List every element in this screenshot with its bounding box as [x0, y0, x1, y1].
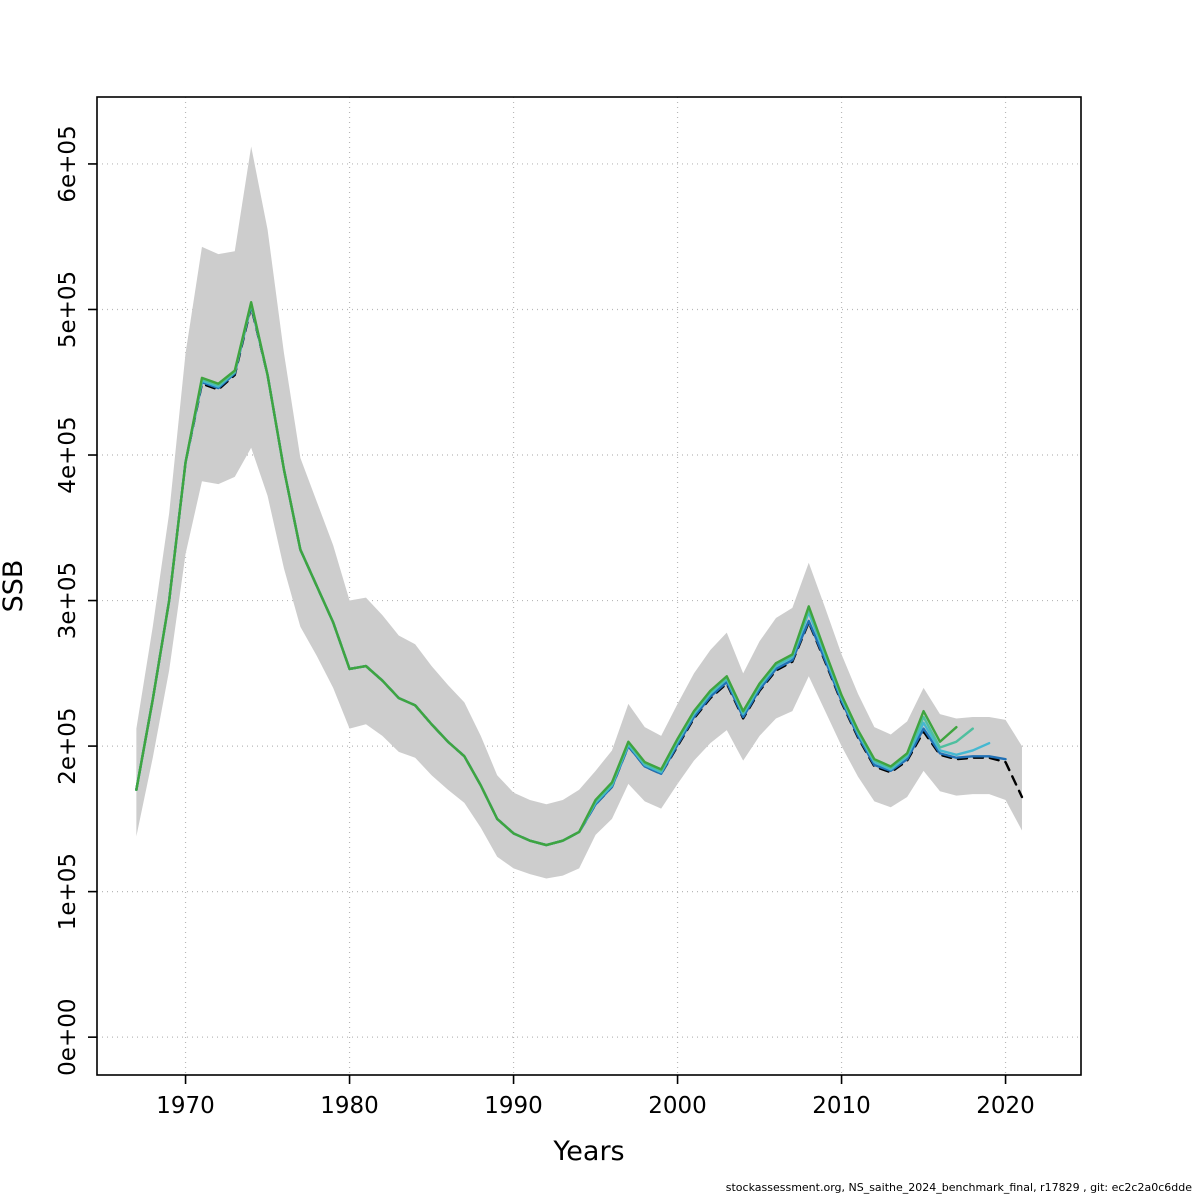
svg-text:2020: 2020	[976, 1093, 1035, 1119]
svg-text:2e+05: 2e+05	[55, 707, 81, 784]
svg-text:1e+05: 1e+05	[55, 853, 81, 930]
svg-text:3e+05: 3e+05	[55, 562, 81, 639]
svg-text:1980: 1980	[320, 1093, 379, 1119]
svg-text:4e+05: 4e+05	[55, 416, 81, 493]
svg-text:0e+00: 0e+00	[55, 998, 81, 1075]
svg-text:5e+05: 5e+05	[55, 271, 81, 348]
svg-text:1990: 1990	[484, 1093, 543, 1119]
y-axis-label: SSB	[0, 560, 29, 613]
footer-citation: stockassessment.org, NS_saithe_2024_benc…	[726, 1181, 1192, 1194]
svg-text:6e+05: 6e+05	[55, 125, 81, 202]
svg-text:2000: 2000	[648, 1093, 707, 1119]
svg-text:2010: 2010	[812, 1093, 871, 1119]
svg-text:1970: 1970	[156, 1093, 215, 1119]
x-axis-label: Years	[552, 1136, 624, 1167]
chart-plot-region: 1970 1980 1990 2000 2010 2020 0e+00 1e+05 2e+05 3…	[55, 96, 1082, 1119]
